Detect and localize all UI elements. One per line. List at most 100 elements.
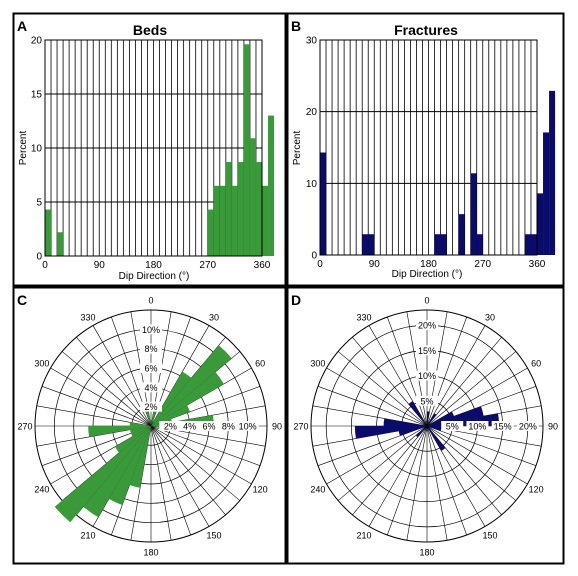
chart-d-spoke — [337, 351, 428, 427]
chart-d-petal — [427, 426, 442, 432]
chart-d-spoke — [426, 311, 448, 427]
chart-c-angle-label: 240 — [34, 485, 49, 495]
chart-c-spoke — [150, 425, 210, 527]
chart-a-ylabel: Percent — [18, 131, 29, 166]
chart-d-angle-label: 330 — [356, 312, 371, 322]
chart-a-bar — [45, 209, 52, 256]
chart-d-spoke — [426, 425, 517, 501]
chart-c-angle-label: 330 — [80, 312, 95, 322]
chart-d-spoke — [426, 316, 467, 427]
chart-d-spoke — [426, 425, 528, 485]
chart-c-ring-label-bg — [140, 343, 162, 354]
chart-d-ring-label-east: 5% — [446, 422, 459, 432]
chart-a-bar — [268, 115, 275, 256]
chart-d-petal — [408, 401, 427, 426]
chart-c-petal — [151, 371, 224, 426]
chart-a-bar — [213, 185, 220, 256]
chart-c-petal — [130, 426, 151, 434]
chart-a-bar — [255, 162, 262, 256]
chart-c-spoke — [36, 425, 152, 447]
chart-a-ytick-label: 5 — [36, 198, 42, 209]
chart-c-ring-label-bg — [217, 421, 240, 431]
chart-d-spoke — [426, 325, 486, 427]
chart-c-ring-label-bg — [140, 363, 162, 373]
chart-d-spoke — [368, 425, 428, 527]
chart-d-petal — [415, 426, 427, 438]
chart-a-xtick-label: 90 — [94, 260, 106, 271]
chart-b-ylabel: Percent — [292, 131, 303, 166]
chart-c-ring-label-bg — [140, 382, 162, 393]
chart-d-spoke — [317, 386, 428, 427]
chart-c-petal — [54, 426, 151, 523]
chart-d-petal — [398, 426, 427, 436]
chart-d-ring-label-bg — [416, 345, 438, 356]
chart-d-ring-label-north: 10% — [418, 371, 436, 381]
chart-c-ring-label-bg — [159, 421, 182, 431]
panel-letter-a: A — [17, 18, 27, 34]
chart-d-angle-label: 150 — [482, 531, 497, 541]
chart-b-bar — [368, 234, 375, 255]
chart-d-spoke — [337, 425, 428, 501]
chart-d-spoke — [406, 425, 428, 541]
chart-d-angle-label: 270 — [293, 422, 308, 432]
chart-d-spoke — [368, 325, 428, 427]
chart-d-ring-label-bg — [491, 421, 514, 431]
chart-d-angle-label: 120 — [529, 485, 544, 495]
chart-c-spoke — [150, 425, 191, 536]
chart-c-angle-label: 30 — [209, 312, 219, 322]
chart-c-ring-label-north: 10% — [142, 325, 160, 335]
chart-c-angle-label: 270 — [17, 422, 32, 432]
chart-b-ytick-label: 30 — [306, 36, 318, 47]
chart-d-ring-label-north: 15% — [418, 346, 436, 356]
chart-b-bar — [434, 234, 441, 255]
chart-d-spoke — [426, 425, 486, 527]
chart-d-spoke — [387, 316, 428, 427]
panel-letter-c: C — [17, 292, 27, 308]
chart-d-spoke — [426, 425, 448, 541]
chart-c-ring-label-east: 10% — [239, 422, 257, 432]
chart-a-ytick-label: 10 — [31, 144, 43, 155]
chart-c-petal — [131, 426, 151, 437]
chart-d-spoke — [426, 351, 517, 427]
chart-c-ring-label-bg — [140, 401, 162, 412]
panel-frame-c — [12, 286, 287, 565]
chart-c-petal — [151, 405, 191, 426]
chart-b-bar — [543, 132, 550, 255]
chart-d-spoke — [326, 367, 428, 427]
chart-b-bar — [362, 234, 369, 255]
chart-b-ytick-label: 0 — [311, 251, 317, 262]
chart-a-ytick-label: 15 — [31, 90, 43, 101]
chart-c-ring-label-north: 2% — [144, 402, 157, 412]
chart-d-spoke — [406, 311, 428, 427]
chart-c-ring-label-north: 4% — [144, 383, 157, 393]
chart-b-title: Fractures — [394, 22, 458, 38]
chart-c-petal — [108, 426, 151, 506]
chart-d-petal — [383, 418, 427, 426]
chart-b-xtick-label: 90 — [369, 259, 381, 270]
chart-a-bar — [225, 162, 232, 256]
chart-c-angle-label: 180 — [143, 548, 158, 558]
chart-a-xtick-label: 0 — [42, 260, 48, 271]
chart-c-angle-label: 0 — [148, 296, 153, 306]
chart-d-petal — [427, 406, 484, 426]
chart-d-ring-label-bg — [416, 395, 438, 406]
chart-c-spoke — [41, 386, 152, 427]
chart-a-title: Beds — [133, 22, 167, 38]
chart-d-ring-label-bg — [416, 320, 438, 331]
chart-c-petal — [151, 371, 192, 426]
chart-b-plot: 0 10 20 30 0 90 180 270 360 — [306, 36, 556, 270]
chart-c-ring-label-bg — [198, 421, 220, 431]
chart-d-spoke — [426, 425, 467, 536]
chart-c-ring-label-east: 6% — [202, 422, 215, 432]
chart-c-petal — [83, 426, 151, 518]
chart-d-ring-label-bg — [516, 421, 539, 431]
chart-c-angle-label: 300 — [34, 359, 49, 369]
chart-d-ring-label-bg — [466, 421, 489, 431]
chart-c-spoke — [150, 425, 172, 541]
panel-frame-b — [286, 12, 565, 287]
chart-c-spoke — [150, 425, 226, 516]
chart-d-petal — [427, 411, 455, 426]
chart-a-plot-border — [44, 39, 263, 257]
chart-b-bar — [537, 193, 544, 255]
